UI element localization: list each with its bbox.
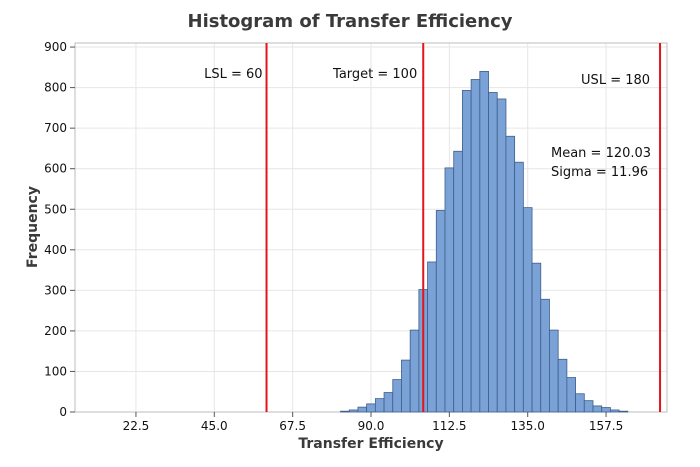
y-tick-label: 400 xyxy=(44,243,67,257)
histogram-bar xyxy=(453,150,463,413)
histogram-bar xyxy=(444,167,455,413)
histogram-bar xyxy=(470,79,481,413)
x-tick-label: 45.0 xyxy=(201,419,228,433)
histogram-bar xyxy=(374,398,385,413)
y-tick-label: 100 xyxy=(44,364,67,378)
chart-title: Histogram of Transfer Efficiency xyxy=(188,11,513,32)
x-tick-label: 112.5 xyxy=(432,419,466,433)
reference-lines: LSL = 60 Target = 100 USL = 180 xyxy=(204,43,662,412)
histogram-bar xyxy=(540,298,550,413)
mean-annotation: Mean = 120.03 xyxy=(551,146,651,161)
y-tick-label: 200 xyxy=(44,324,67,338)
reference-line-label: USL = 180 xyxy=(581,73,650,88)
histogram-bar xyxy=(618,410,629,413)
histogram-bar xyxy=(401,359,411,413)
y-tick-label: 700 xyxy=(44,121,67,135)
y-tick-label: 800 xyxy=(44,81,67,95)
reference-line-label: LSL = 60 xyxy=(204,67,262,82)
histogram-bar xyxy=(557,358,568,413)
histogram-bar xyxy=(601,407,611,413)
x-tick-label: 90.0 xyxy=(358,419,385,433)
histogram-bar xyxy=(427,261,437,413)
histogram-bar xyxy=(462,90,472,413)
histogram-bar xyxy=(531,262,542,413)
histogram-bar xyxy=(575,393,585,413)
y-tick-label: 600 xyxy=(44,162,67,176)
x-tick-label: 67.5 xyxy=(279,419,306,433)
histogram-bar xyxy=(583,400,594,413)
x-tick-label: 157.5 xyxy=(589,419,623,433)
histogram-bar xyxy=(592,405,603,413)
y-tick-label: 500 xyxy=(44,202,67,216)
histogram-bar xyxy=(549,329,559,413)
reference-line-label: Target = 100 xyxy=(332,67,417,82)
histogram-bar xyxy=(348,409,359,413)
histogram-bar xyxy=(522,207,533,413)
histogram-bar xyxy=(496,98,507,413)
histogram-bar xyxy=(435,210,446,413)
grid-lines xyxy=(75,43,667,412)
histogram-bar xyxy=(409,329,420,413)
sigma-annotation: Sigma = 11.96 xyxy=(551,165,648,180)
y-tick-label: 900 xyxy=(44,40,67,54)
histogram-bar xyxy=(479,70,489,413)
y-tick-label: 300 xyxy=(44,283,67,297)
histogram-bar xyxy=(340,410,350,413)
x-tick-label: 135.0 xyxy=(511,419,545,433)
histogram-bars xyxy=(340,70,629,413)
histogram-bar xyxy=(357,406,368,413)
x-tick-label: 22.5 xyxy=(123,419,150,433)
histogram-bar xyxy=(505,135,516,413)
histogram-bar xyxy=(514,161,524,413)
y-axis-label: Frequency xyxy=(25,186,41,268)
histogram-bar xyxy=(383,392,394,413)
axis-ticks: 0 100 200 300 400 500 600 700 800 900 22.5 45.0 67.5… xyxy=(44,40,623,433)
histogram-bar xyxy=(566,377,576,413)
histogram-bar xyxy=(610,409,620,413)
histogram-bar xyxy=(488,92,498,413)
histogram-bar xyxy=(392,379,402,413)
x-axis-label: Transfer Efficiency xyxy=(298,436,443,452)
y-tick-label: 0 xyxy=(59,405,67,419)
histogram-bar xyxy=(366,403,376,413)
